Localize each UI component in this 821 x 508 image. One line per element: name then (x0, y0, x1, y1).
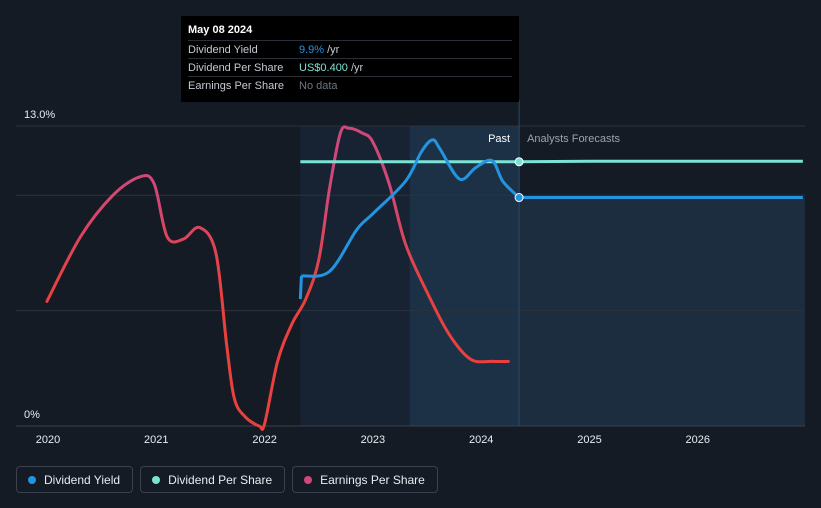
tooltip-label: Dividend Yield (188, 43, 258, 56)
tooltip-unit: /yr (327, 43, 340, 56)
y-axis-top-label: 13.0% (24, 109, 55, 121)
past-highlight-band (409, 126, 520, 426)
marker-dividend-per-share (514, 157, 524, 167)
tooltip: May 08 2024 Dividend Yield 9.9% /yr Divi… (181, 16, 519, 102)
x-tick-label: 2023 (361, 434, 385, 446)
tooltip-row-earnings-per-share: Earnings Per Share No data (188, 76, 512, 94)
series-line-earnings-per-share (45, 125, 510, 431)
legend-label: Dividend Yield (44, 472, 121, 487)
tooltip-row-dividend-yield: Dividend Yield 9.9% /yr (188, 40, 512, 58)
tooltip-value: US$0.400 (299, 61, 348, 74)
series-line-dividend-yield-start (298, 275, 303, 300)
legend-label: Dividend Per Share (168, 472, 273, 487)
x-tick-label: 2024 (469, 434, 493, 446)
legend-item-dividend-yield[interactable]: Dividend Yield (16, 466, 134, 493)
series-line-dividend-yield (301, 138, 521, 278)
legend-dot-icon (304, 475, 313, 484)
legend-dot-icon (28, 475, 36, 484)
region-label-past: Past (488, 133, 510, 145)
tooltip-value: No data (299, 79, 338, 92)
tooltip-label: Dividend Per Share (188, 61, 284, 74)
legend-label: Earnings Per Share (320, 472, 425, 487)
forecast-fill (519, 197, 805, 426)
y-axis-bottom-label: 0% (24, 409, 40, 421)
x-tick-label: 2025 (577, 434, 601, 446)
tooltip-value: 9.9% (299, 43, 325, 56)
x-tick-label: 2021 (144, 434, 168, 446)
x-tick-label: 2022 (252, 434, 276, 446)
tooltip-date: May 08 2024 (188, 24, 253, 36)
tooltip-row-dividend-per-share: Dividend Per Share US$0.400 /yr (188, 58, 512, 76)
legend-item-dividend-per-share[interactable]: Dividend Per Share (140, 466, 286, 493)
legend-item-earnings-per-share[interactable]: Earnings Per Share (292, 466, 438, 493)
tooltip-unit: /yr (350, 61, 364, 74)
legend-dot-icon (152, 475, 161, 484)
region-label-forecast: Analysts Forecasts (527, 133, 620, 145)
legend: Dividend Yield Dividend Per Share Earnin… (16, 466, 438, 493)
marker-dividend-yield (514, 193, 524, 203)
x-tick-label: 2026 (686, 434, 710, 446)
x-tick-label: 2020 (36, 434, 60, 446)
tooltip-label: Earnings Per Share (188, 79, 284, 92)
